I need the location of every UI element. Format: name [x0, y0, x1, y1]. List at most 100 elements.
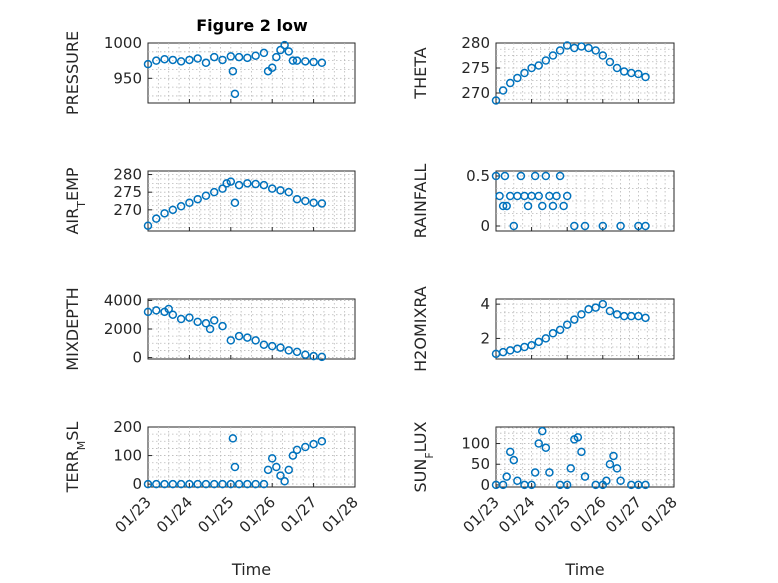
data-point: [168, 55, 178, 65]
data-point: [209, 187, 219, 197]
data-point: [234, 331, 244, 341]
y-tick-label: 50: [471, 455, 490, 473]
data-point: [251, 336, 260, 345]
data-point: [562, 320, 572, 329]
data-point: [545, 468, 554, 477]
y-tick-label: 0.5: [466, 167, 490, 185]
x-tick-label: 01/26: [566, 493, 609, 536]
x-tick-label: 01/27: [277, 493, 320, 536]
data-point: [498, 86, 508, 95]
data-point: [143, 479, 153, 489]
x-tick-label: 01/27: [602, 493, 645, 536]
data-point: [218, 321, 227, 331]
data-point: [226, 52, 236, 61]
data-point: [243, 333, 252, 342]
data-point: [309, 57, 318, 67]
data-point: [176, 57, 186, 66]
y-tick-label: 100: [461, 435, 490, 453]
data-point: [272, 462, 281, 472]
y-tick-label: 4000: [104, 291, 142, 309]
data-point: [530, 468, 540, 477]
y-axis-label: PRESSURE: [63, 31, 82, 115]
y-axis-label: RAINFALL: [411, 164, 430, 239]
data-point: [272, 52, 281, 62]
data-point: [598, 51, 608, 60]
data-point: [201, 191, 211, 200]
data-point: [160, 209, 169, 218]
data-point: [230, 198, 240, 208]
data-point: [292, 194, 302, 204]
data-point: [259, 48, 269, 58]
data-point: [143, 307, 153, 317]
subplot-theta: 270 275 280 THETA: [411, 34, 675, 105]
data-point: [228, 66, 238, 76]
data-point: [541, 56, 551, 65]
figure-title: Figure 2 low: [196, 16, 308, 35]
data-point: [548, 51, 558, 60]
data-point: [570, 221, 579, 231]
data-point: [555, 46, 565, 55]
data-point: [509, 221, 519, 231]
data-point: [230, 89, 240, 99]
data-point: [243, 53, 252, 63]
data-point: [218, 55, 227, 65]
data-point: [612, 63, 622, 73]
data-point: [243, 179, 252, 188]
data-point: [602, 476, 611, 486]
data-point: [502, 472, 511, 481]
data-point: [491, 171, 501, 181]
data-point: [641, 480, 650, 490]
x-tick-label: 01/23: [112, 493, 155, 536]
data-point: [243, 479, 252, 489]
data-point: [527, 480, 536, 490]
y-tick-label: 0: [480, 476, 490, 494]
data-point: [641, 313, 650, 323]
x-axis-label: Time: [231, 560, 271, 579]
y-axis-label: THETA: [411, 47, 430, 99]
data-point: [301, 57, 310, 66]
data-point: [276, 45, 285, 55]
data-point: [259, 180, 269, 190]
data-point: [284, 346, 294, 355]
x-tick-label: 01/24: [495, 493, 538, 536]
data-point: [309, 351, 318, 361]
x-tick-label: 01/25: [194, 493, 237, 536]
data-point: [538, 426, 547, 436]
data-point: [605, 459, 615, 469]
data-point: [513, 476, 522, 486]
data-point: [168, 205, 178, 215]
data-point: [538, 201, 547, 211]
data-point: [185, 313, 194, 322]
data-point: [591, 46, 600, 55]
data-point: [292, 56, 302, 65]
data-point: [641, 72, 650, 82]
data-point: [505, 447, 515, 457]
data-point: [288, 56, 298, 65]
x-tick-label: 01/24: [153, 493, 196, 536]
data-point: [259, 340, 269, 349]
data-point: [317, 199, 327, 208]
data-point: [605, 57, 615, 67]
y-tick-label: 275: [461, 59, 490, 77]
data-point: [209, 479, 219, 489]
data-point: [598, 221, 608, 231]
data-point: [226, 177, 236, 186]
data-point: [284, 465, 294, 475]
data-point: [209, 52, 219, 62]
data-point: [267, 454, 277, 463]
data-point: [502, 201, 511, 211]
data-point: [193, 194, 202, 204]
data-point: [527, 341, 536, 350]
data-point: [559, 201, 568, 211]
data-point: [185, 198, 194, 208]
data-point: [288, 451, 298, 460]
data-point: [301, 350, 310, 359]
data-point: [164, 304, 173, 314]
data-point: [500, 171, 510, 181]
data-point: [523, 201, 533, 211]
data-point: [251, 479, 260, 489]
y-tick-label: 100: [113, 447, 142, 465]
data-point: [276, 471, 285, 480]
